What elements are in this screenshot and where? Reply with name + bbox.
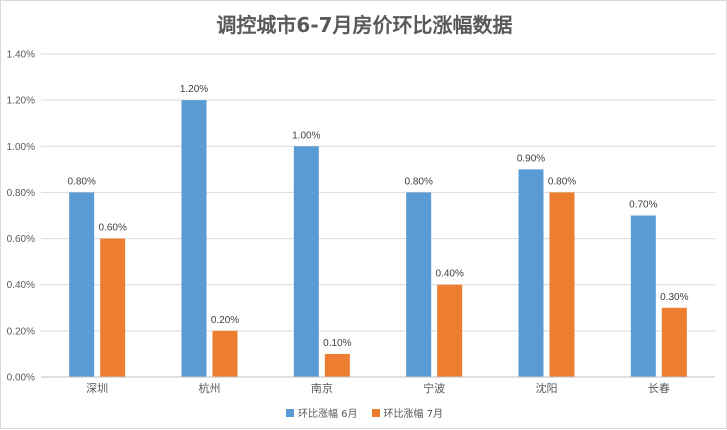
x-tick-label: 南京: [311, 381, 333, 395]
y-tick-label: 0.00%: [7, 373, 35, 384]
legend-label-june: 环比涨幅 6月: [297, 409, 358, 420]
legend-swatch-july: [371, 408, 380, 417]
legend-item-june: 环比涨幅 6月: [285, 405, 358, 420]
legend-item-july: 环比涨幅 7月: [371, 405, 444, 420]
data-label: 0.60%: [98, 223, 126, 234]
y-tick-label: 1.00%: [7, 142, 35, 153]
y-tick-label: 1.20%: [7, 96, 35, 107]
bar: [518, 169, 544, 377]
bar: [293, 146, 319, 377]
x-tick-label: 长春: [648, 382, 670, 395]
bar: [549, 192, 575, 377]
y-tick-label: 0.20%: [7, 326, 35, 337]
x-tick-label: 宁波: [423, 381, 445, 395]
x-tick-label: 深圳: [86, 382, 108, 395]
y-tick-label: 0.80%: [7, 188, 35, 199]
chart-title: 调控城市6-7月房价环比涨幅数据: [216, 13, 513, 37]
y-tick-label: 0.40%: [7, 280, 35, 291]
bar: [212, 330, 238, 377]
data-label: 1.20%: [180, 84, 208, 95]
data-label: 0.80%: [67, 176, 95, 187]
data-label: 0.20%: [211, 315, 239, 326]
data-label: 0.80%: [548, 176, 576, 187]
bar: [324, 353, 350, 377]
data-label: 1.00%: [292, 130, 320, 141]
data-label: 0.40%: [435, 269, 463, 280]
data-label: 0.80%: [404, 176, 432, 187]
bar: [661, 307, 687, 377]
bar: [69, 192, 95, 377]
legend-label-july: 环比涨幅 7月: [383, 409, 444, 420]
bar: [100, 238, 126, 377]
data-label: 0.90%: [517, 153, 545, 164]
bar: [406, 192, 432, 377]
data-label: 0.30%: [660, 292, 688, 303]
bar: [181, 100, 207, 378]
data-label: 0.10%: [323, 338, 351, 349]
bar: [630, 215, 656, 377]
y-tick-label: 1.40%: [7, 50, 35, 61]
data-label: 0.70%: [629, 200, 657, 211]
legend: 环比涨幅 6月 环比涨幅 7月: [1, 405, 727, 420]
bar: [437, 284, 463, 377]
legend-swatch-june: [285, 408, 294, 417]
x-tick-label: 杭州: [199, 381, 221, 395]
y-tick-label: 0.60%: [7, 234, 35, 245]
x-tick-label: 沈阳: [536, 381, 558, 395]
